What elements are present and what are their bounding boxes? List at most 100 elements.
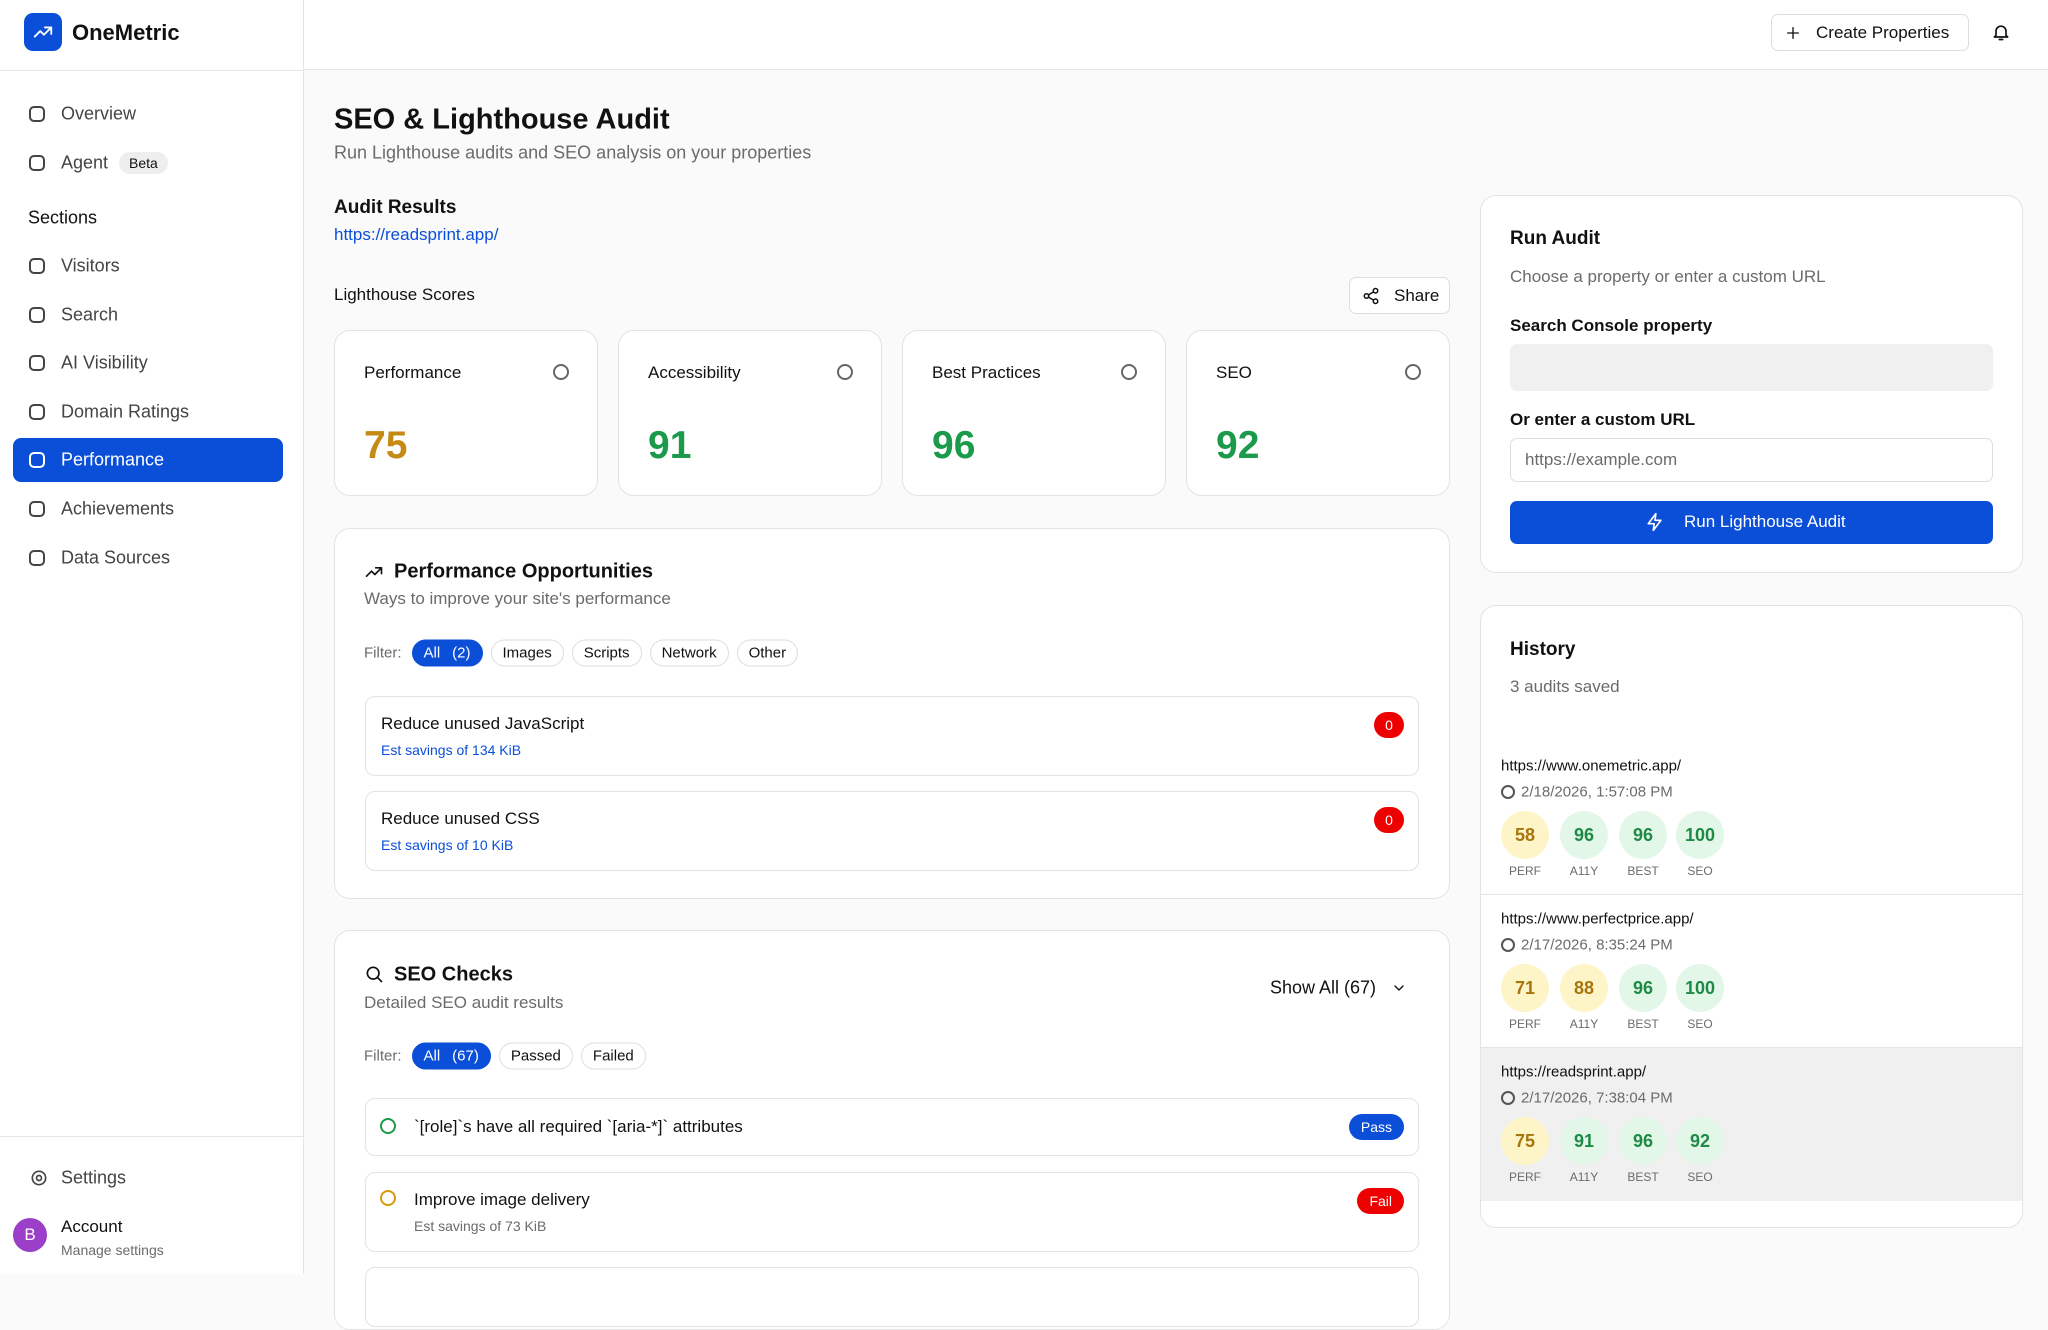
nav-item[interactable]: Domain Ratings [13, 390, 283, 434]
nav-label: Visitors [61, 255, 120, 276]
filter-chip[interactable]: Images [490, 639, 564, 667]
score-caption: PERF [1508, 1170, 1542, 1184]
icon [380, 1118, 396, 1134]
nav-label: AI Visibility [61, 352, 148, 373]
filter-chip[interactable]: Other [736, 639, 799, 667]
chip-label: All [423, 644, 441, 662]
entry-url: https://readsprint.app/ [1501, 1063, 1647, 1081]
account-sub: Manage settings [61, 1242, 164, 1258]
opportunity-item[interactable]: Reduce unused JavaScript Est savings of 1… [365, 696, 1419, 776]
title: SEO & Lighthouse Audit [334, 103, 670, 136]
status-badge: Pass [1348, 1114, 1404, 1140]
entry-url: https://www.perfectprice.app/ [1501, 910, 1694, 928]
opportunity-item[interactable]: Reduce unused CSS Est savings of 10 KiB 0 [365, 791, 1419, 871]
entry-date: 2/17/2026, 8:35:24 PM [1521, 936, 1673, 954]
nav-item[interactable]: Overview [13, 92, 283, 136]
page-subtitle: Run Lighthouse audits and SEO analysis o… [334, 142, 812, 163]
url-input[interactable]: https://example.com [1510, 438, 1993, 482]
create-label: Create Properties [1816, 23, 1950, 42]
avatar[interactable]: B [13, 1218, 47, 1252]
sidebar: OneMetric Overview Agent Beta Sections Visit… [0, 0, 304, 1274]
filter-chip[interactable]: All (2) [411, 639, 483, 667]
filter-chip[interactable]: Scripts [571, 639, 642, 667]
icon [380, 1190, 396, 1206]
icon [29, 106, 45, 122]
entry-date: 2/17/2026, 7:38:04 PM [1521, 1089, 1673, 1107]
nav-label: Search [61, 304, 119, 325]
icon [1121, 364, 1137, 380]
score-caption: PERF [1508, 864, 1542, 878]
card-subtitle: 3 audits saved [1510, 677, 1620, 696]
filter-chip[interactable]: Network [649, 639, 729, 667]
icon [29, 306, 45, 323]
field-label: Search Console property [1510, 316, 1713, 335]
icon [1501, 785, 1515, 799]
nav-item[interactable]: Data Sources [13, 536, 283, 580]
icon [29, 403, 45, 420]
filter-chip[interactable]: Failed [580, 1042, 646, 1070]
bell[interactable] [1991, 22, 2011, 42]
share-label: Share [1394, 286, 1440, 305]
icon [1501, 938, 1515, 952]
score-label: Best Practices [932, 363, 1041, 382]
score-circle: 92 [1676, 1117, 1724, 1165]
nav-label: Overview [61, 103, 137, 124]
chip-label: Failed [592, 1047, 634, 1065]
run-card: Run Audit Choose a property or enter a c… [1480, 195, 2023, 573]
filter-row: Filter: All (67) Passed Failed [364, 1042, 654, 1070]
audit-heading: Audit Results [334, 197, 457, 218]
chip-label: Scripts [583, 644, 630, 662]
score-caption: BEST [1627, 1017, 1659, 1031]
card-subtitle: Choose a property or enter a custom URL [1510, 267, 1826, 286]
check-item[interactable]: Improve image delivery Est savings of 73 … [365, 1172, 1419, 1252]
nav-item[interactable]: Search [13, 293, 283, 337]
check-item[interactable]: `[role]`s have all required `[aria-*]` a… [365, 1098, 1419, 1156]
score-caption: A11Y [1569, 1017, 1599, 1031]
show-all[interactable]: Show All (67) [1270, 977, 1377, 998]
nav-item[interactable]: Visitors [13, 244, 283, 288]
nav-item[interactable]: Performance [13, 438, 283, 483]
chip-label: All [423, 1047, 441, 1065]
nav-item[interactable]: Achievements [13, 487, 283, 531]
chip-count: (67) [452, 1047, 479, 1065]
item-title: Reduce unused CSS [381, 809, 540, 828]
icon [837, 364, 853, 380]
score-circle: 96 [1619, 964, 1667, 1012]
card-subtitle: Ways to improve your site's performance [364, 589, 671, 608]
scores-label: Lighthouse Scores [334, 285, 475, 304]
filter-chip[interactable]: Passed [498, 1042, 573, 1070]
nav-label: Data Sources [61, 547, 171, 568]
score-label: Performance [364, 363, 462, 382]
nav-label: Achievements [61, 498, 175, 519]
history-entry[interactable]: https://readsprint.app/2/17/2026, 7:38:0… [1481, 1048, 2022, 1201]
check-item[interactable] [365, 1267, 1419, 1327]
share-button[interactable]: Share [1349, 277, 1450, 314]
nav-item[interactable]: AI Visibility [13, 341, 283, 385]
score-caption: PERF [1508, 1017, 1542, 1031]
account-name[interactable]: Account [61, 1217, 123, 1236]
nav-item[interactable]: Agent Beta [13, 141, 283, 185]
card-subtitle: Detailed SEO audit results [364, 993, 564, 1012]
score-circle: 91 [1560, 1117, 1608, 1165]
score-caption: SEO [1687, 1017, 1713, 1031]
chip-label: Other [748, 644, 787, 662]
filter-chip[interactable]: All (67) [411, 1042, 491, 1070]
create-button[interactable]: Create Properties [1771, 14, 1969, 51]
sections-label[interactable]: Sections [28, 207, 98, 228]
status-badge: Fail [1357, 1188, 1404, 1214]
settings[interactable]: Settings [13, 1156, 283, 1200]
history-entry[interactable]: https://www.onemetric.app/2/18/2026, 1:5… [1481, 742, 2022, 895]
history-entry[interactable]: https://www.perfectprice.app/2/17/2026, … [1481, 895, 2022, 1048]
entry-url: https://www.onemetric.app/ [1501, 757, 1682, 775]
property-select[interactable] [1510, 344, 1993, 391]
nav-label: Domain Ratings [61, 401, 190, 422]
score-card: Performance 75 [334, 330, 598, 496]
audit-url[interactable]: https://readsprint.app/ [334, 225, 499, 244]
chip-label: Network [661, 644, 717, 662]
item-detail: Est savings of 134 KiB [381, 742, 522, 758]
score-card: Accessibility 91 [618, 330, 882, 496]
score-circle: 100 [1676, 964, 1724, 1012]
brand[interactable]: OneMetric [72, 20, 180, 45]
run-button[interactable]: Run Lighthouse Audit [1510, 501, 1993, 544]
opportunities-card: Performance Opportunities Ways to improv… [334, 528, 1450, 899]
